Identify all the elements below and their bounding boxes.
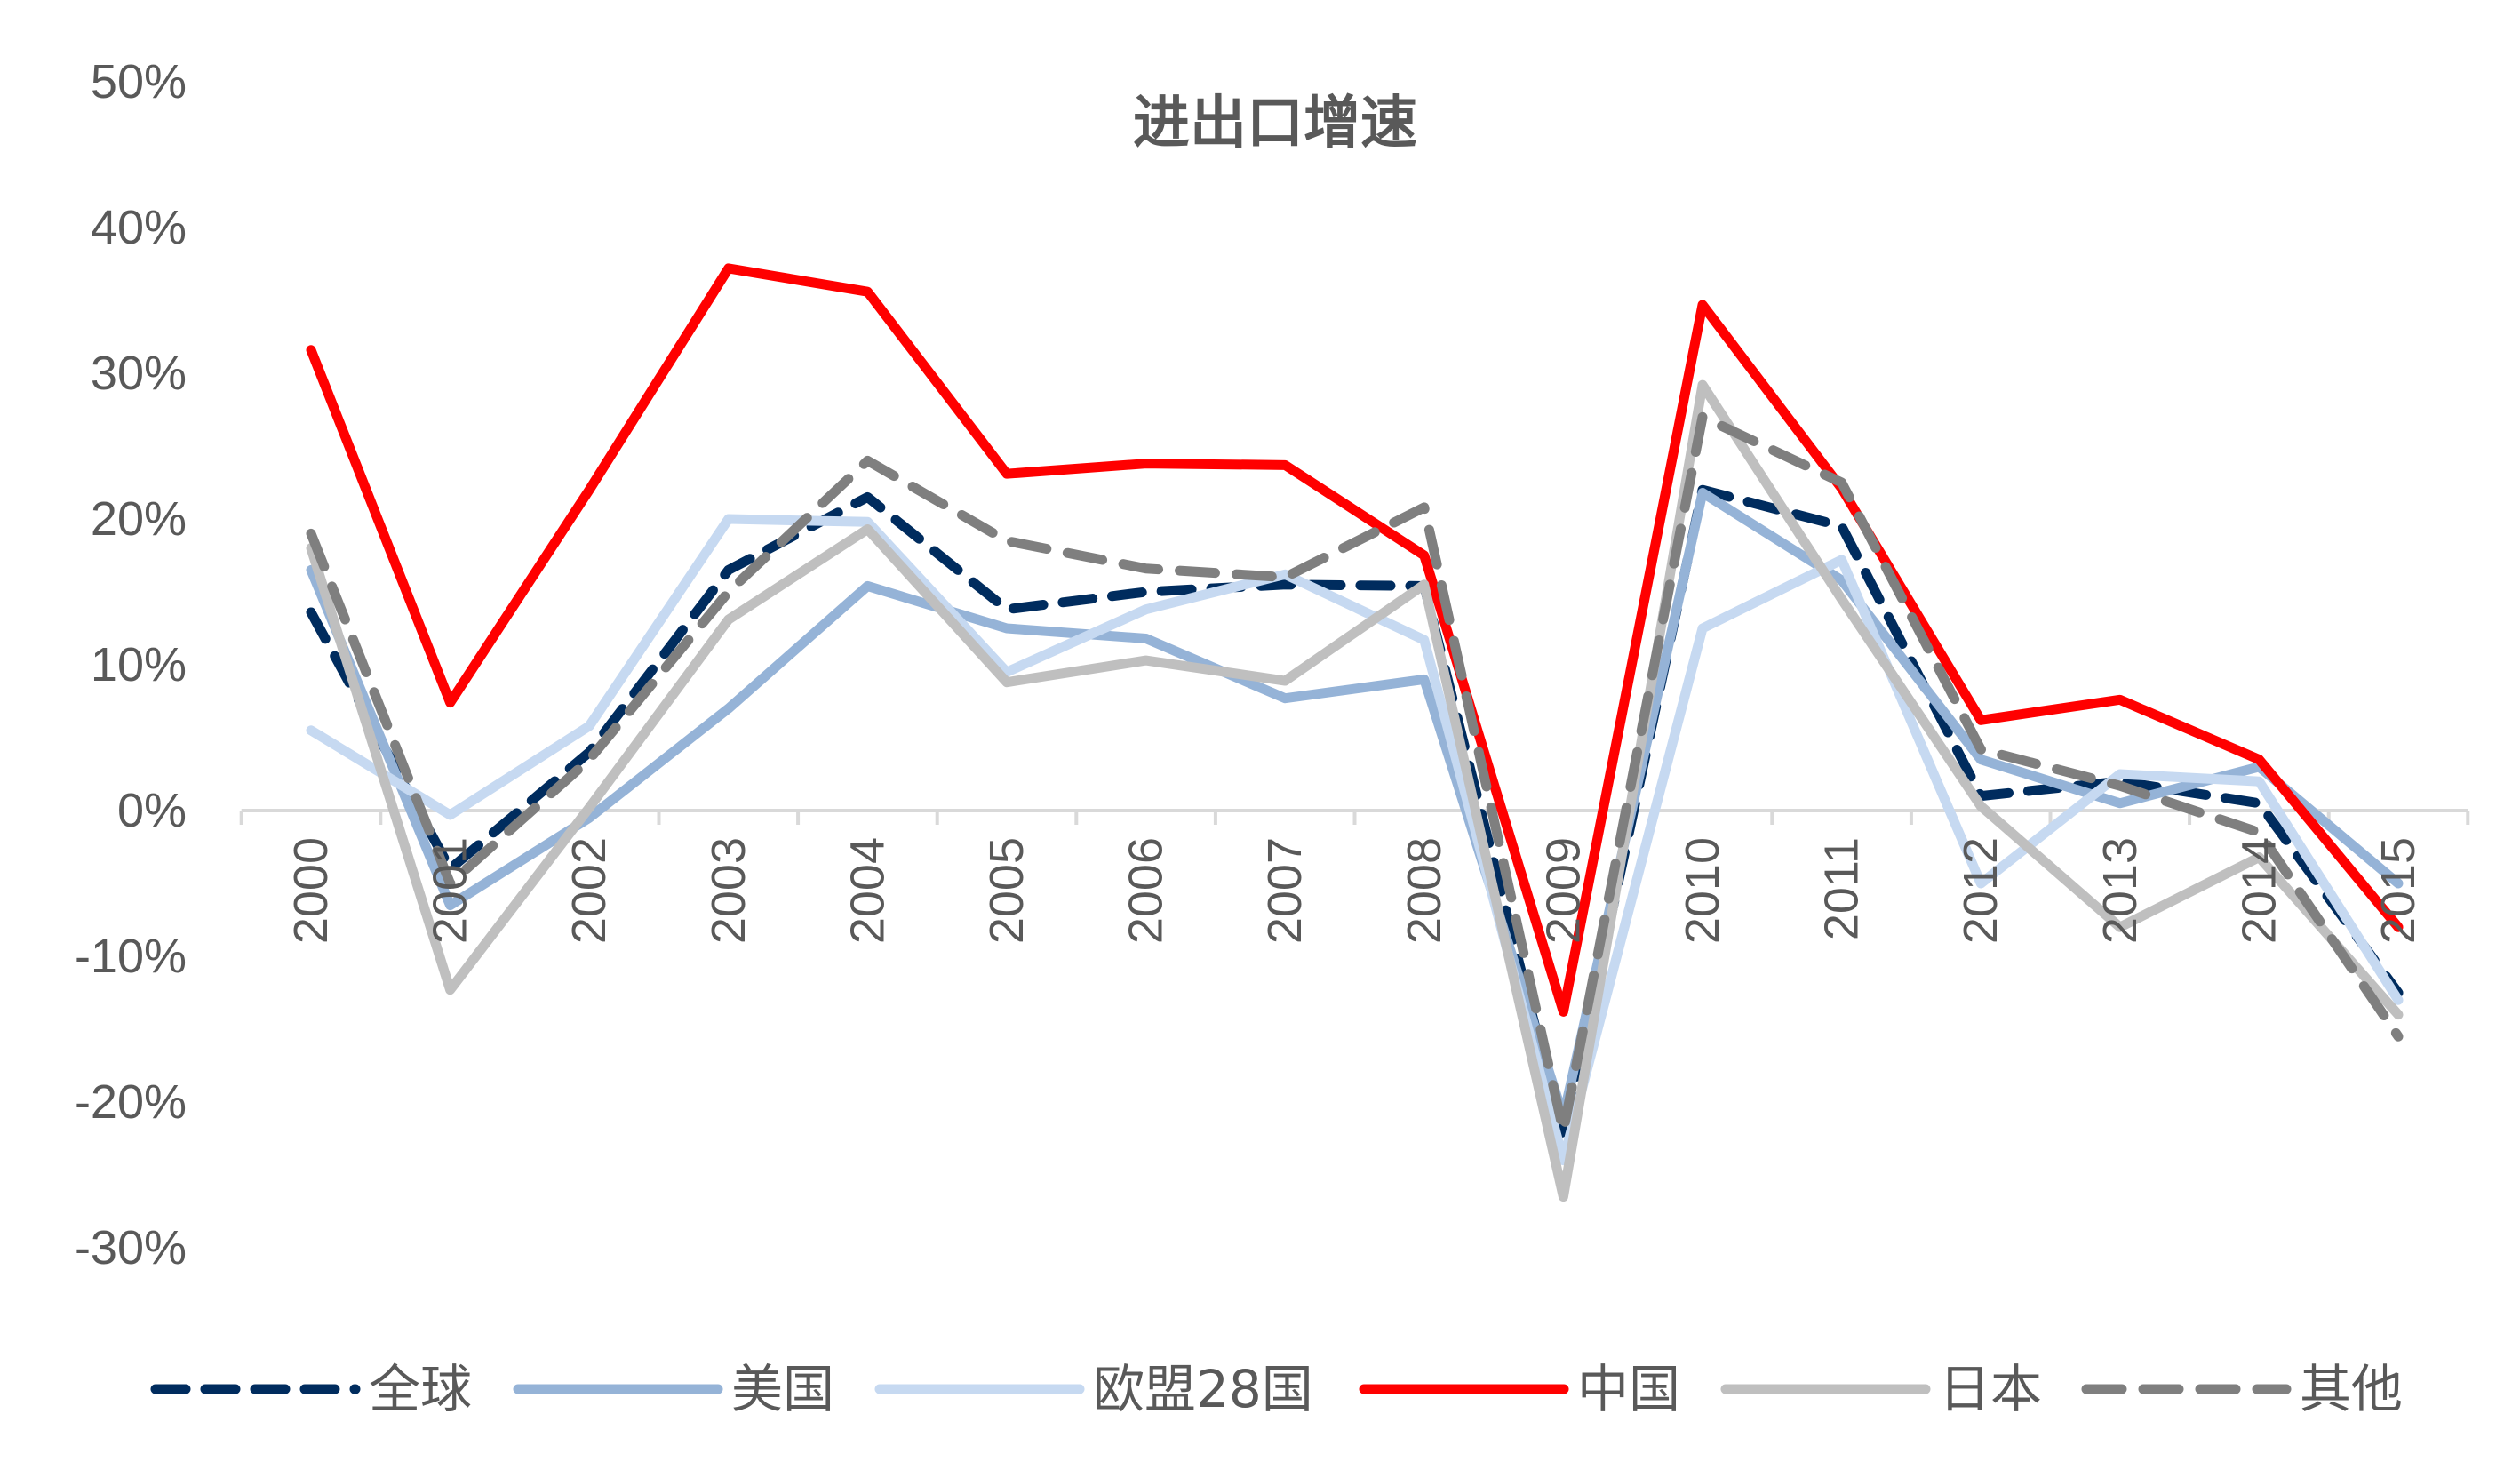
y-tick-label: -30% (75, 1221, 187, 1274)
x-tick-label: 2007 (1258, 837, 1312, 944)
y-tick-label: 30% (91, 347, 187, 400)
y-tick-label: 20% (91, 492, 187, 546)
y-axis: 50% 40% 30% 20% 10% 0% -10% -20% -30% (75, 55, 187, 1274)
x-tick-labels: 2000 2001 2002 2003 2004 2005 2006 2007 2008 2009… (284, 837, 2425, 944)
x-tick-label: 2010 (1676, 837, 1729, 944)
y-tick-label: -20% (75, 1075, 187, 1129)
y-tick-label: 0% (117, 784, 187, 837)
y-tick-label: 10% (91, 638, 187, 691)
x-tick-label: 2006 (1120, 837, 1173, 944)
legend-label: 美国 (731, 1359, 834, 1419)
x-tick-label: 2015 (2372, 837, 2425, 944)
x-tick-label: 2013 (2093, 837, 2147, 944)
series-lines (306, 263, 2404, 1202)
legend-item: 日本 (1720, 1359, 2042, 1419)
x-tick-label: 2005 (980, 837, 1033, 944)
y-tick-label: 40% (91, 201, 187, 254)
legend-item: 全球 (150, 1359, 472, 1419)
legend-item: 欧盟28国 (874, 1359, 1313, 1419)
legend-label: 全球 (369, 1359, 472, 1419)
x-tick-label: 2011 (1815, 837, 1869, 940)
legend-item: 美国 (513, 1359, 834, 1419)
x-tick-label: 2008 (1398, 837, 1451, 944)
y-tick-label: -10% (75, 930, 187, 983)
legend-item: 中国 (1359, 1359, 1680, 1419)
series-line-5 (306, 411, 2404, 1137)
series-line-4 (306, 379, 2404, 1202)
series-line-3 (306, 263, 2404, 1017)
legend: 全球 美国 欧盟28国 中国 日本 其他 (150, 1359, 2403, 1419)
legend-label: 日本 (1939, 1359, 2042, 1419)
x-tick-label: 2004 (841, 837, 894, 944)
series-line-2 (306, 514, 2404, 1166)
x-tick-label: 2009 (1536, 837, 1590, 944)
x-tick-label: 2001 (424, 837, 477, 944)
x-tick-label: 2012 (1954, 837, 2007, 944)
series-line-1 (306, 487, 2404, 1122)
x-tick-label: 2000 (284, 837, 338, 944)
legend-label: 中国 (1577, 1359, 1680, 1419)
y-tick-label: 50% (91, 55, 187, 108)
x-tick-label: 2014 (2232, 837, 2285, 944)
x-tick-label: 2003 (702, 837, 755, 944)
x-tick-label: 2002 (562, 837, 616, 944)
legend-label: 其他 (2300, 1359, 2403, 1419)
chart-title: 进出口增速 (1133, 91, 1417, 156)
legend-label: 欧盟28国 (1093, 1359, 1313, 1419)
series-line-0 (306, 484, 2404, 1144)
legend-item: 其他 (2081, 1359, 2403, 1419)
